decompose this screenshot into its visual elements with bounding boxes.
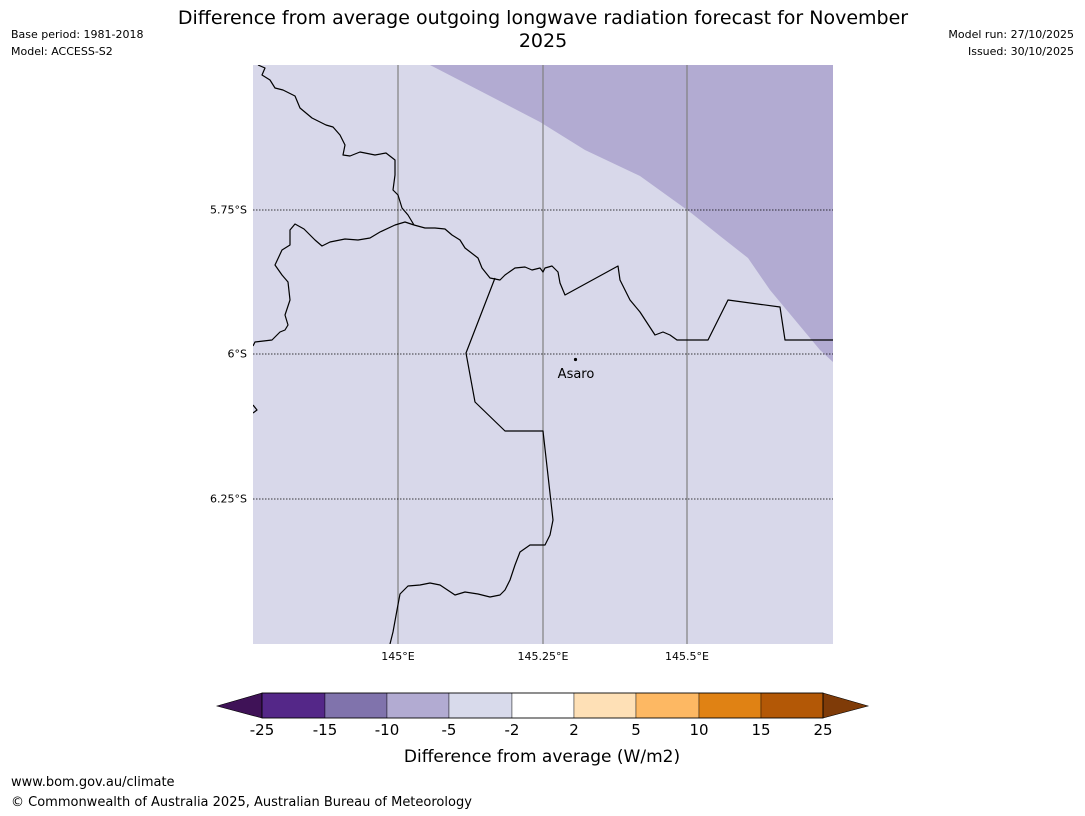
base-period: Base period: 1981-2018 <box>11 28 144 41</box>
colorbar-bin <box>324 692 388 719</box>
colorbar-tick: -25 <box>250 721 275 739</box>
colorbar-extend-low <box>215 692 263 719</box>
lon-label-145e: 145°E <box>381 650 414 663</box>
footer-url: www.bom.gov.au/climate <box>11 775 175 790</box>
colorbar-bin <box>698 692 762 719</box>
colorbar: -25 -15 -10 -5 -2 2 5 10 15 25 Differenc… <box>215 692 870 767</box>
map-panel: Asaro <box>253 65 833 644</box>
colorbar-tick: -15 <box>313 721 338 739</box>
meta-right: Model run: 27/10/2025 Issued: 30/10/2025 <box>948 26 1074 60</box>
meta-left: Base period: 1981-2018 Model: ACCESS-S2 <box>11 26 143 60</box>
colorbar-tick: 25 <box>813 721 832 739</box>
page-title: Difference from average outgoing longwav… <box>177 7 909 52</box>
colorbar-bin <box>511 692 575 719</box>
province-borders <box>253 65 833 644</box>
colorbar-tick: 5 <box>631 721 641 739</box>
colorbar-bin <box>448 692 513 719</box>
lon-label-145-25e: 145.25°E <box>518 650 569 663</box>
colorbar-bin <box>573 692 637 719</box>
lon-label-145-5e: 145.5°E <box>665 650 709 663</box>
colorbar-tick: 10 <box>689 721 708 739</box>
place-label: Asaro <box>558 367 595 382</box>
model-name: Model: ACCESS-S2 <box>11 45 113 58</box>
colorbar-bin <box>261 692 326 719</box>
colorbar-bin <box>635 692 700 719</box>
colorbar-tick: -2 <box>505 721 520 739</box>
model-run: Model run: 27/10/2025 <box>948 28 1074 41</box>
anomaly-region-minus5-to-minus10 <box>430 65 833 362</box>
colorbar-tick: -5 <box>442 721 457 739</box>
issued-date: Issued: 30/10/2025 <box>967 45 1074 58</box>
lat-label-6-25s: 6.25°S <box>210 493 247 506</box>
colorbar-extend-high <box>822 692 870 719</box>
lat-label-6s: 6°S <box>228 348 247 361</box>
colorbar-label: Difference from average (W/m2) <box>404 747 680 767</box>
colorbar-bin <box>386 692 450 719</box>
footer-copyright: © Commonwealth of Australia 2025, Austra… <box>11 795 472 810</box>
colorbar-tick: 15 <box>751 721 770 739</box>
place-marker <box>573 357 578 362</box>
lat-label-5-75s: 5.75°S <box>210 204 247 217</box>
colorbar-bin <box>760 692 824 719</box>
colorbar-tick: -10 <box>375 721 400 739</box>
colorbar-tick: 2 <box>569 721 579 739</box>
